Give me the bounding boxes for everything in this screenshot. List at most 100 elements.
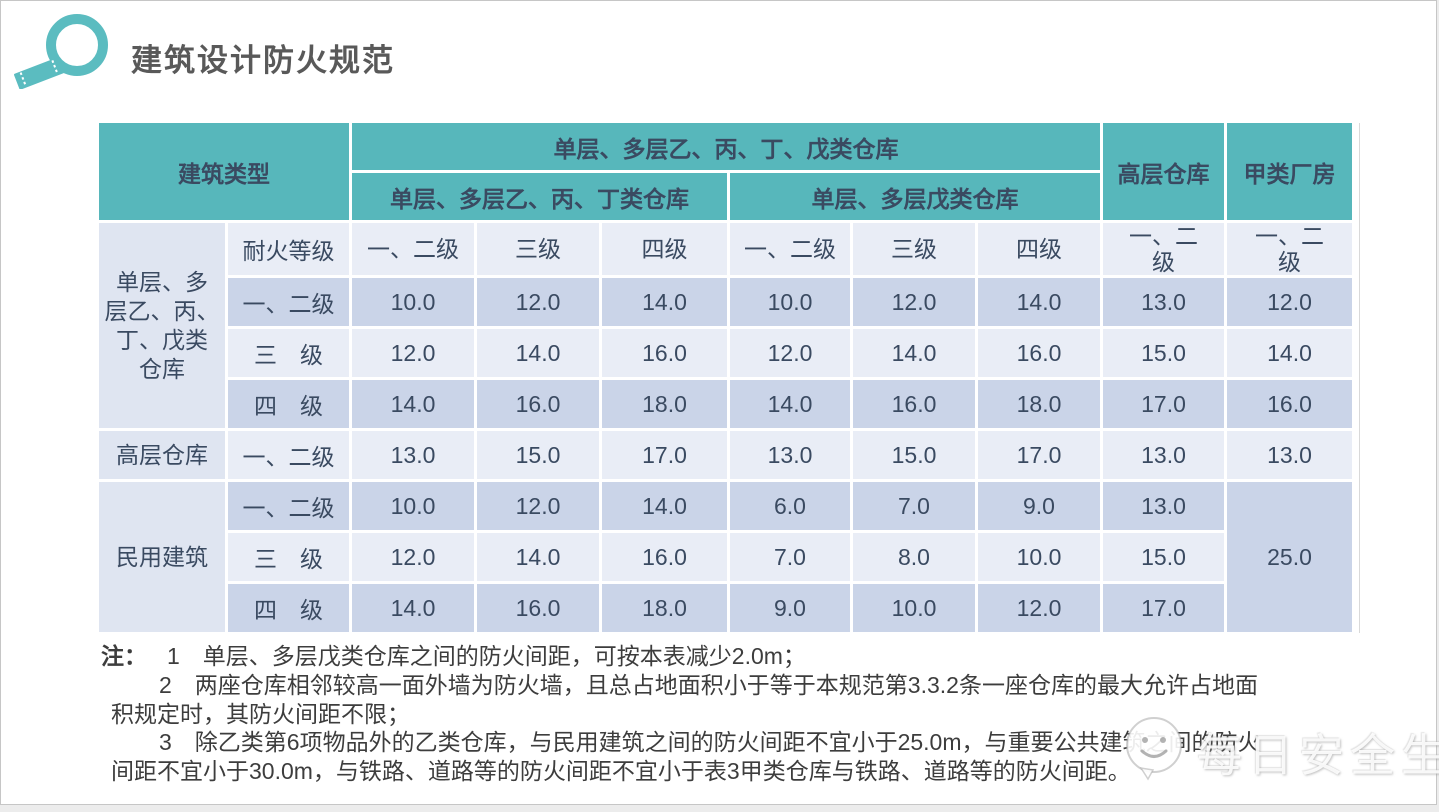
value-cell: 10.0 [978, 533, 1100, 581]
value-cell: 17.0 [1103, 380, 1224, 428]
value-cell: 15.0 [1103, 329, 1224, 377]
note-line: 3 除乙类第6项物品外的乙类仓库，与民用建筑之间的防火间距不宜小于25.0m，与… [159, 729, 1261, 756]
value-cell: 10.0 [730, 278, 850, 326]
table-row: 四 级 14.0 16.0 18.0 9.0 10.0 12.0 17.0 [99, 584, 1352, 632]
value-cell: 12.0 [853, 278, 975, 326]
side-label-warehouse-group: 单层、多 层乙、丙、 丁、戊类 仓库 [99, 223, 225, 428]
value-cell: 7.0 [730, 533, 850, 581]
value-cell: 12.0 [730, 329, 850, 377]
title-bar: 建筑设计防火规范 [13, 7, 395, 94]
header-warehouse-e: 单层、多层戊类仓库 [730, 173, 1100, 220]
grade-cell: 四 级 [228, 380, 349, 428]
value-cell: 10.0 [352, 278, 474, 326]
header-class-a-factory: 甲类厂房 [1227, 123, 1352, 220]
value-cell: 14.0 [602, 278, 727, 326]
table-row: 三 级 12.0 14.0 16.0 12.0 14.0 16.0 15.0 1… [99, 329, 1352, 377]
rating-label: 耐火等级 [228, 223, 349, 275]
note-text: 1 单层、多层戊类仓库之间的防火间距，可按本表减少2.0m； [167, 643, 806, 669]
header-row-sub: 单层、多层乙、丙、丁类仓库 单层、多层戊类仓库 [99, 173, 1352, 220]
value-cell: 6.0 [730, 482, 850, 530]
value-cell: 10.0 [853, 584, 975, 632]
column-header: 三级 [477, 223, 599, 275]
rating-row: 单层、多 层乙、丙、 丁、戊类 仓库 耐火等级 一、二级 三级 四级 一、二级 … [99, 223, 1352, 428]
value-cell: 13.0 [1227, 431, 1352, 479]
value-cell: 14.0 [602, 482, 727, 530]
grade-cell: 一、二级 [228, 278, 349, 326]
value-cell: 13.0 [730, 431, 850, 479]
value-cell: 12.0 [1227, 278, 1352, 326]
fire-distance-table: 建筑类型 单层、多层乙、丙、丁、戊类仓库 高层仓库 甲类厂房 单层、多层乙、丙、… [96, 120, 1355, 635]
grade-cell: 一、二级 [228, 431, 349, 479]
value-cell: 16.0 [602, 533, 727, 581]
value-cell: 9.0 [730, 584, 850, 632]
column-header: 三级 [853, 223, 975, 275]
value-cell: 13.0 [1103, 278, 1224, 326]
note-label: 注： [101, 643, 147, 669]
table-edge-line [1359, 123, 1360, 633]
column-header: 四级 [602, 223, 727, 275]
header-warehouse-group: 单层、多层乙、丙、丁、戊类仓库 [352, 123, 1100, 170]
value-cell: 12.0 [978, 584, 1100, 632]
value-cell: 16.0 [978, 329, 1100, 377]
value-cell: 17.0 [1103, 584, 1224, 632]
value-cell: 14.0 [477, 533, 599, 581]
header-row-top: 建筑类型 单层、多层乙、丙、丁、戊类仓库 高层仓库 甲类厂房 [99, 123, 1352, 220]
value-cell: 16.0 [853, 380, 975, 428]
table-row: 民用建筑 一、二级 10.0 12.0 14.0 6.0 7.0 9.0 13.… [99, 482, 1352, 632]
column-header: 四级 [978, 223, 1100, 275]
value-cell: 14.0 [730, 380, 850, 428]
value-cell: 14.0 [477, 329, 599, 377]
note-line: 2 两座仓库相邻较高一面外墙为防火墙，且总占地面积小于等于本规范第3.3.2条一… [159, 671, 1258, 698]
table-row: 四 级 14.0 16.0 18.0 14.0 16.0 18.0 17.0 1… [99, 380, 1352, 428]
note-line: 积规定时，其防火间距不限； [111, 700, 410, 727]
side-label-civil: 民用建筑 [99, 482, 225, 632]
value-cell: 17.0 [602, 431, 727, 479]
value-cell-merged: 25.0 [1227, 482, 1352, 632]
side-label-highrise: 高层仓库 [99, 431, 225, 479]
value-cell: 17.0 [978, 431, 1100, 479]
value-cell: 12.0 [477, 278, 599, 326]
column-header: 一、二 级 [1227, 223, 1352, 275]
header-building-type: 建筑类型 [99, 123, 349, 220]
value-cell: 12.0 [477, 482, 599, 530]
value-cell: 8.0 [853, 533, 975, 581]
value-cell: 14.0 [1227, 329, 1352, 377]
value-cell: 15.0 [1103, 533, 1224, 581]
table-row: 一、二级 10.0 12.0 14.0 10.0 12.0 14.0 13.0 … [99, 278, 1352, 326]
value-cell: 18.0 [602, 584, 727, 632]
value-cell: 15.0 [477, 431, 599, 479]
column-header: 一、二 级 [1103, 223, 1224, 275]
value-cell: 14.0 [853, 329, 975, 377]
note-line: 间距不宜小于30.0m，与铁路、道路等的防火间距不宜小于表3甲类仓库与铁路、道路… [111, 758, 1131, 785]
value-cell: 16.0 [602, 329, 727, 377]
value-cell: 13.0 [352, 431, 474, 479]
value-cell: 16.0 [477, 584, 599, 632]
value-cell: 7.0 [853, 482, 975, 530]
column-header: 一、二级 [352, 223, 474, 275]
value-cell: 10.0 [352, 482, 474, 530]
header-warehouse-bcd: 单层、多层乙、丙、丁类仓库 [352, 173, 727, 220]
notes: 注： 1 单层、多层戊类仓库之间的防火间距，可按本表减少2.0m； 2 两座仓库相… [101, 642, 1381, 786]
grade-cell: 三 级 [228, 533, 349, 581]
grade-cell: 一、二级 [228, 482, 349, 530]
note-line: 注： 1 单层、多层戊类仓库之间的防火间距，可按本表减少2.0m； [101, 642, 1381, 671]
column-header: 一、二级 [730, 223, 850, 275]
value-cell: 14.0 [352, 584, 474, 632]
header-highrise-warehouse: 高层仓库 [1103, 123, 1224, 220]
value-cell: 13.0 [1103, 431, 1224, 479]
value-cell: 18.0 [602, 380, 727, 428]
magnifier-icon [13, 7, 109, 94]
table-row: 三 级 12.0 14.0 16.0 7.0 8.0 10.0 15.0 [99, 533, 1352, 581]
table-row: 高层仓库 一、二级 13.0 15.0 17.0 13.0 15.0 17.0 … [99, 431, 1352, 479]
value-cell: 12.0 [352, 329, 474, 377]
grade-cell: 三 级 [228, 329, 349, 377]
value-cell: 9.0 [978, 482, 1100, 530]
value-cell: 13.0 [1103, 482, 1224, 530]
value-cell: 14.0 [978, 278, 1100, 326]
value-cell: 14.0 [352, 380, 474, 428]
page-title: 建筑设计防火规范 [131, 43, 395, 78]
value-cell: 16.0 [477, 380, 599, 428]
value-cell: 15.0 [853, 431, 975, 479]
value-cell: 16.0 [1227, 380, 1352, 428]
